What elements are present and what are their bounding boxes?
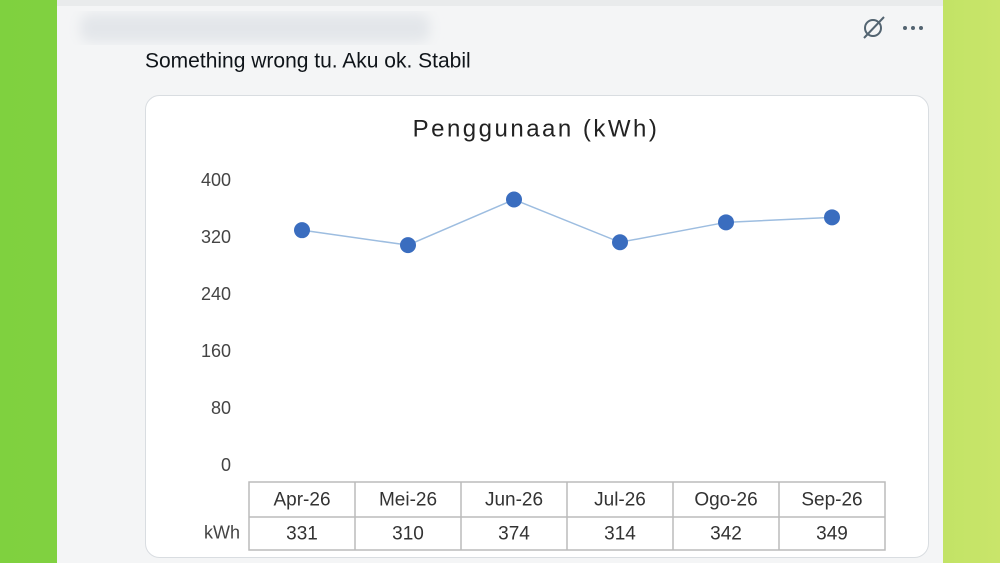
y-tick-label: 80 xyxy=(211,398,231,418)
more-icon[interactable] xyxy=(903,26,923,30)
chart-card xyxy=(145,95,929,558)
y-tick-label: 320 xyxy=(201,227,231,247)
table-value: 374 xyxy=(498,524,530,545)
blurred-author xyxy=(80,14,430,42)
y-tick-label: 400 xyxy=(201,170,231,190)
table-value: 331 xyxy=(286,524,318,545)
table-value: 342 xyxy=(710,524,742,545)
data-point xyxy=(718,214,734,231)
data-point xyxy=(824,209,840,226)
x-tick-label: Jul-26 xyxy=(594,490,646,511)
x-tick-label: Mei-26 xyxy=(379,490,437,511)
table-row-label: kWh xyxy=(204,522,240,542)
data-point xyxy=(506,191,522,208)
mute-icon[interactable] xyxy=(863,16,885,39)
x-tick-label: Ogo-26 xyxy=(694,490,757,511)
x-tick-label: Jun-26 xyxy=(485,490,543,511)
y-tick-label: 240 xyxy=(201,284,231,304)
x-tick-label: Sep-26 xyxy=(801,490,862,511)
data-point xyxy=(294,222,310,239)
y-tick-label: 160 xyxy=(201,341,231,361)
post-top-edge xyxy=(57,0,943,6)
table-value: 349 xyxy=(816,524,848,545)
post-text: Something wrong tu. Aku ok. Stabil xyxy=(145,50,471,73)
table-value: 310 xyxy=(392,524,424,545)
y-tick-label: 0 xyxy=(221,455,231,475)
series-line xyxy=(301,198,833,246)
table-value: 314 xyxy=(604,524,636,545)
data-point xyxy=(612,234,628,251)
x-tick-label: Apr-26 xyxy=(273,490,330,511)
chart-title: Penggunaan (kWh) xyxy=(413,115,660,142)
data-point xyxy=(400,237,416,254)
